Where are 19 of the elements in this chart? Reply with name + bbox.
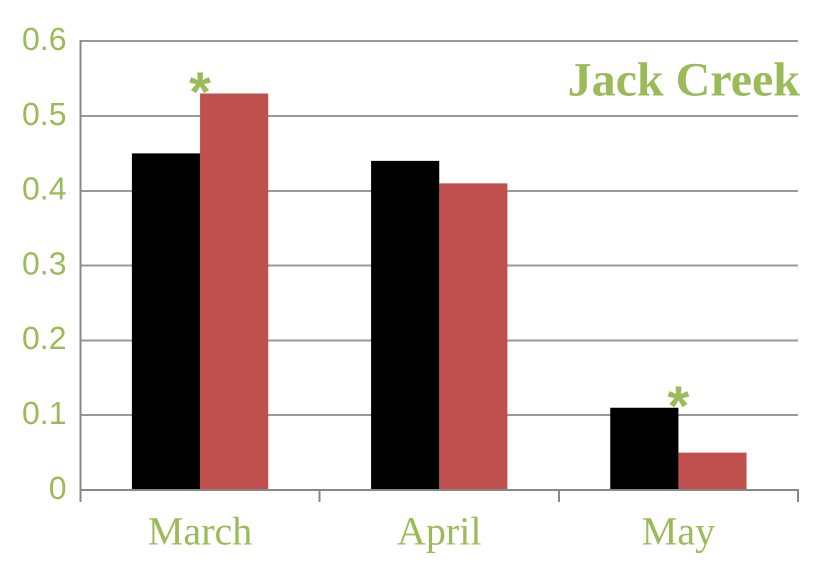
bar <box>610 408 678 489</box>
x-tick-label: March <box>148 508 252 554</box>
x-tick-label: May <box>642 508 716 554</box>
y-tick-label: 0.5 <box>22 96 66 132</box>
bar <box>200 94 268 489</box>
bar <box>439 183 508 489</box>
bar <box>678 452 747 489</box>
y-tick-label: 0.2 <box>22 320 66 356</box>
y-tick-label: 0.6 <box>22 21 66 58</box>
y-tick-label: 0.1 <box>22 395 66 432</box>
bar <box>132 153 200 489</box>
chart-title: Jack Creek <box>568 54 800 107</box>
y-tick-label: 0.4 <box>22 170 66 207</box>
y-tick-label: 0 <box>48 470 66 506</box>
bar <box>371 160 440 489</box>
annotation: * <box>189 60 212 123</box>
x-tick-label: April <box>397 508 482 554</box>
annotation: * <box>668 374 690 438</box>
y-tick-label: 0.3 <box>22 245 66 282</box>
